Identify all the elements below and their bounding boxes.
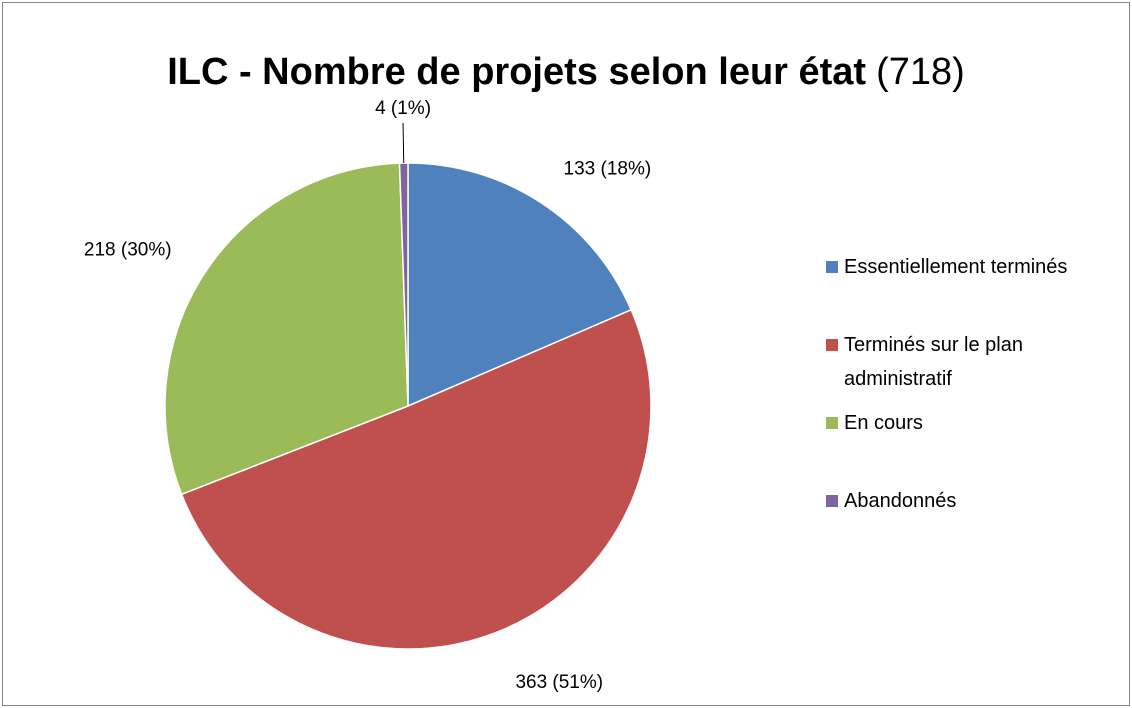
data-label: 4 (1%) <box>375 98 431 119</box>
legend-swatch <box>826 495 838 507</box>
legend-label: Terminés sur le plan administratif <box>844 334 1023 390</box>
leader-line <box>402 123 405 164</box>
legend-swatch <box>826 261 838 273</box>
pie-slice <box>164 162 409 496</box>
legend-label: Essentiellement terminés <box>844 256 1068 278</box>
title-count: (718) <box>876 51 965 93</box>
legend-item: Terminés sur le plan administratif <box>826 328 1126 406</box>
legend: Essentiellement terminés Terminés sur le … <box>826 250 1126 562</box>
legend-swatch <box>826 417 838 429</box>
legend-label: Abandonnés <box>844 490 957 512</box>
pie-slice <box>398 162 409 407</box>
pie-slice <box>180 308 652 650</box>
pie-slice <box>407 162 633 408</box>
data-label: 133 (18%) <box>564 159 652 180</box>
legend-item: Abandonnés <box>826 484 1126 562</box>
title-main: ILC - Nombre de projets selon leur état <box>167 51 866 93</box>
legend-item: Essentiellement terminés <box>826 250 1126 328</box>
legend-label: En cours <box>844 412 923 434</box>
chart-title: ILC - Nombre de projets selon leur état(… <box>167 51 965 93</box>
data-label: 363 (51%) <box>515 672 603 693</box>
legend-item: En cours <box>826 406 1126 484</box>
data-label: 218 (30%) <box>84 239 172 260</box>
legend-swatch <box>826 339 838 351</box>
